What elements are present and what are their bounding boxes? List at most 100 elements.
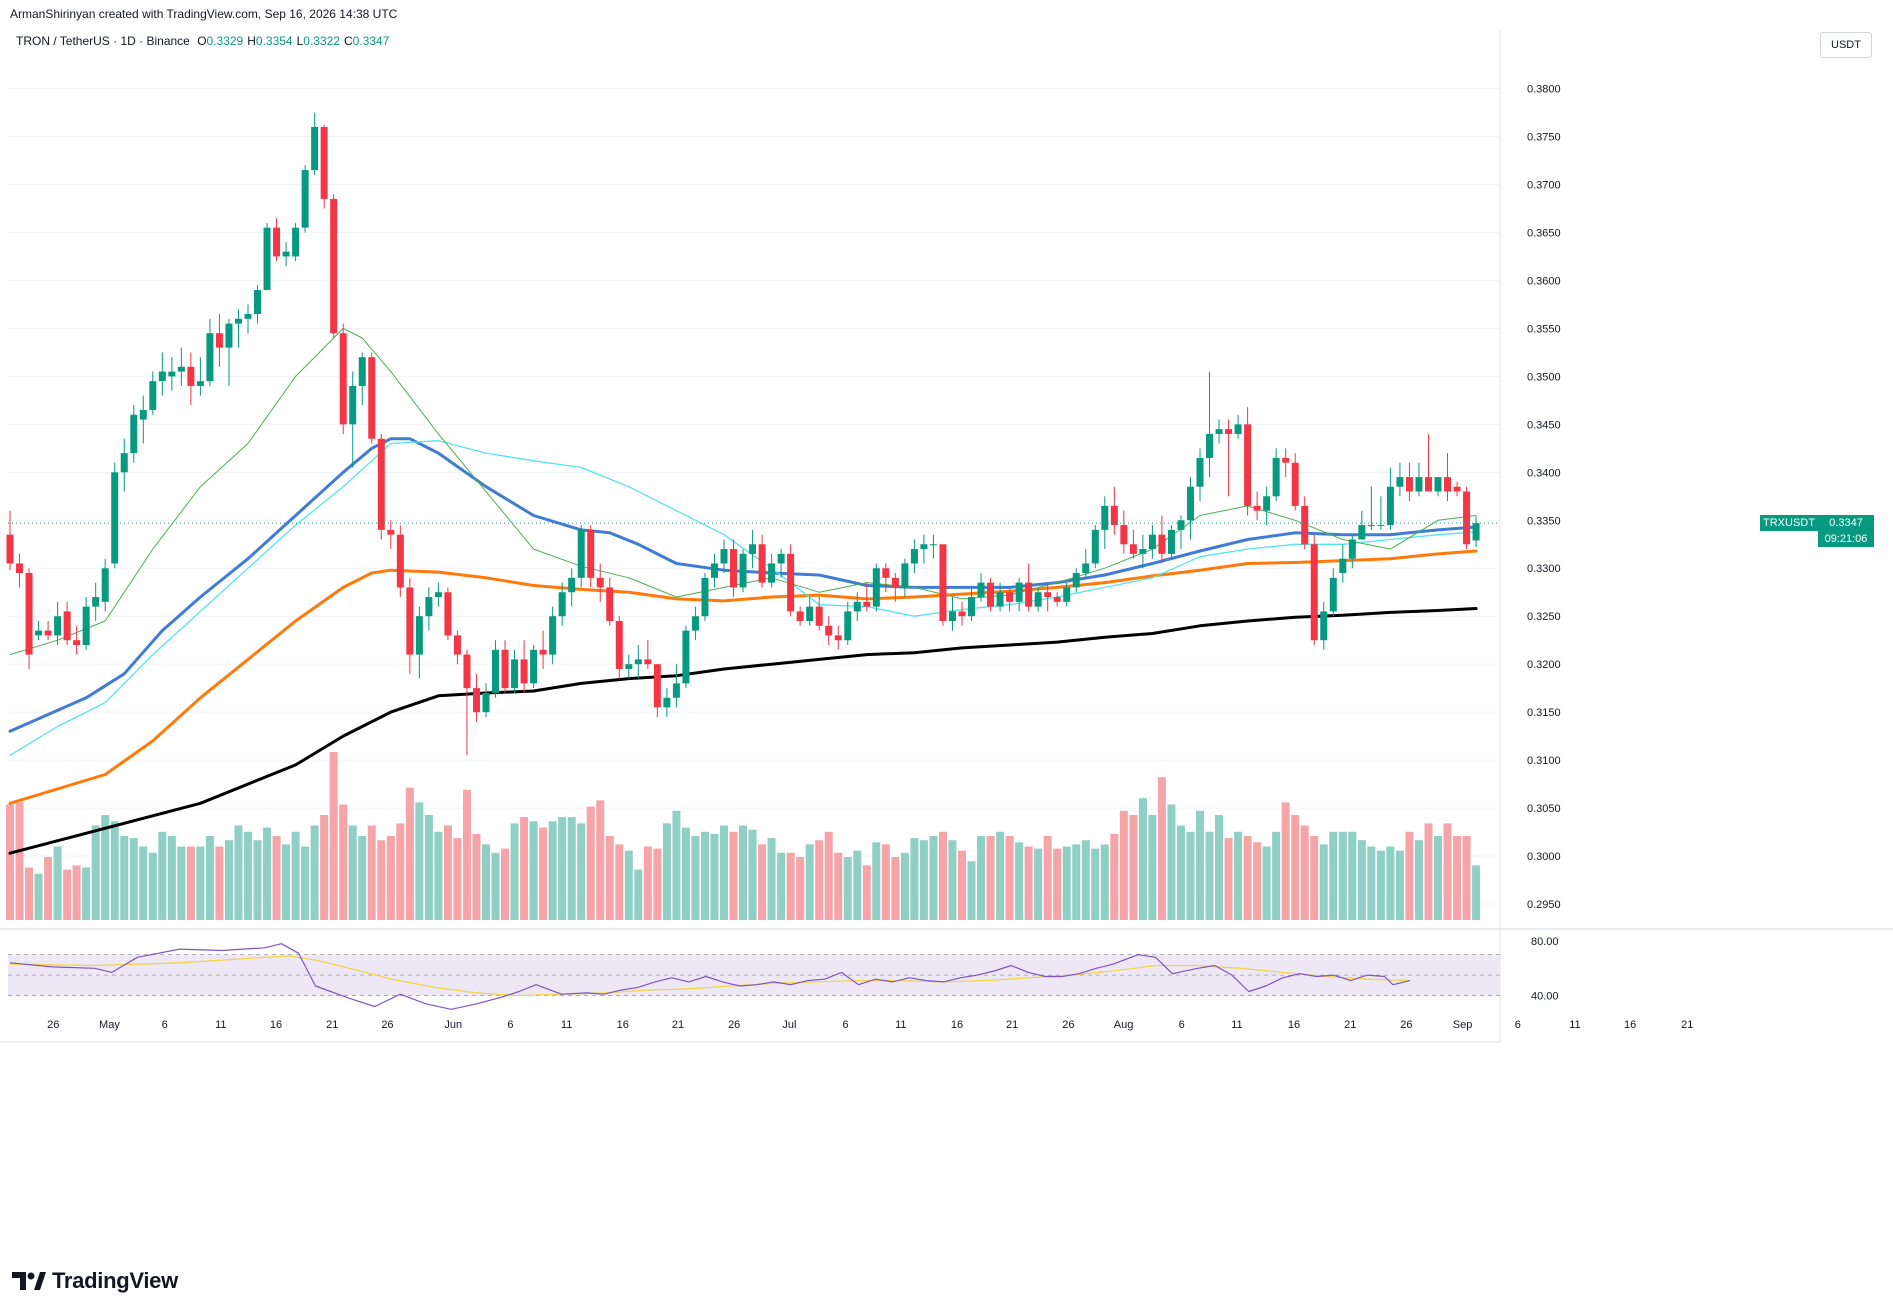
volume-bar xyxy=(767,838,776,920)
candle xyxy=(1034,587,1042,612)
volume-bar xyxy=(1167,804,1176,920)
candle-body xyxy=(16,563,24,574)
candle-body xyxy=(234,318,242,324)
candle-body xyxy=(825,625,833,636)
candle xyxy=(463,649,471,756)
candle-body xyxy=(1453,486,1461,492)
candle xyxy=(1167,525,1175,559)
candle xyxy=(1006,587,1014,612)
volume-bar xyxy=(1253,842,1262,920)
volume-bar xyxy=(777,852,786,920)
candle xyxy=(758,534,766,588)
candle xyxy=(672,664,680,708)
candle xyxy=(1072,568,1080,593)
candle xyxy=(987,577,995,612)
volume-bar xyxy=(1272,831,1281,920)
candle-body xyxy=(1015,582,1023,602)
volume-bar xyxy=(558,817,567,920)
volume-bar xyxy=(215,846,224,920)
candle xyxy=(1110,486,1118,535)
candle xyxy=(1424,433,1432,492)
volume-bar xyxy=(1405,831,1414,920)
candle-body xyxy=(415,616,423,655)
candle-body xyxy=(977,582,985,598)
candle-body xyxy=(853,601,861,612)
candle xyxy=(1415,462,1423,497)
candle-body xyxy=(425,597,433,617)
candle-body xyxy=(910,549,918,564)
candle xyxy=(215,314,223,367)
candle-body xyxy=(1310,544,1318,641)
volume-bar xyxy=(1186,831,1195,920)
candle xyxy=(882,563,890,593)
volume-bar xyxy=(1024,846,1033,920)
volume-bar xyxy=(796,857,805,920)
candle-body xyxy=(35,630,43,636)
candle-body xyxy=(54,616,62,636)
candle-body xyxy=(187,366,195,386)
volume-bar xyxy=(396,823,405,920)
candle xyxy=(320,125,328,209)
last-price-badge: 0.3347 xyxy=(1818,515,1874,532)
price-axis-label: 0.3050 xyxy=(1527,803,1561,815)
volume-bar xyxy=(1329,831,1338,920)
candle xyxy=(1225,419,1233,497)
time-axis-label: 26 xyxy=(1400,1019,1412,1031)
rsi-pane: 80.00 40.00 xyxy=(8,936,1559,1010)
candle xyxy=(596,563,604,602)
candle xyxy=(425,587,433,631)
candle-body xyxy=(206,333,214,382)
volume-bar xyxy=(386,836,395,920)
volume-bar xyxy=(272,836,281,920)
volume-bar xyxy=(1291,815,1300,920)
candle xyxy=(158,352,166,396)
volume-bar xyxy=(186,846,195,920)
candle-body xyxy=(634,659,642,665)
price-axis-label: 0.3100 xyxy=(1527,755,1561,767)
candle-body xyxy=(196,381,204,386)
candle-body xyxy=(1206,433,1214,458)
candle xyxy=(177,347,185,386)
currency-unit-button[interactable]: USDT xyxy=(1820,32,1872,58)
candle xyxy=(948,597,956,631)
volume-bar xyxy=(1005,836,1014,920)
volume-bars xyxy=(6,752,1481,920)
volume-bar xyxy=(758,844,767,920)
candle xyxy=(977,573,985,602)
candle-body xyxy=(1101,505,1109,530)
symbol-title[interactable]: TRON / TetherUS · 1D · Binance xyxy=(16,34,190,48)
candle xyxy=(472,673,480,722)
time-axis-label: 6 xyxy=(162,1019,168,1031)
volume-bar xyxy=(1043,836,1052,920)
candle xyxy=(1234,414,1242,439)
candle xyxy=(539,630,547,669)
candle xyxy=(1158,515,1166,564)
candle xyxy=(1015,577,1023,612)
candle-body xyxy=(768,563,776,583)
candle xyxy=(387,520,395,550)
candle xyxy=(444,587,452,641)
volume-bar xyxy=(320,815,329,920)
candle xyxy=(920,534,928,564)
volume-bar xyxy=(1472,865,1481,920)
volume-bar xyxy=(253,840,262,920)
candle xyxy=(749,529,757,569)
candle xyxy=(1272,448,1280,502)
volume-bar xyxy=(1081,840,1090,920)
symbol-badge: TRXUSDT xyxy=(1760,515,1818,532)
candle-body xyxy=(1424,477,1432,492)
tradingview-logo[interactable]: TradingView xyxy=(12,1268,178,1294)
volume-bar xyxy=(577,823,586,920)
candle xyxy=(187,352,195,406)
volume-bar xyxy=(1319,844,1328,920)
volume-bar xyxy=(1100,844,1109,920)
rsi-line xyxy=(9,943,1411,1010)
volume-bar xyxy=(1357,840,1366,920)
candle-body xyxy=(25,573,33,655)
candle-body xyxy=(568,577,576,593)
candle xyxy=(825,616,833,645)
time-axis-label: Sep xyxy=(1453,1019,1473,1031)
candle-body xyxy=(1291,462,1299,506)
candle-body xyxy=(1234,424,1242,434)
